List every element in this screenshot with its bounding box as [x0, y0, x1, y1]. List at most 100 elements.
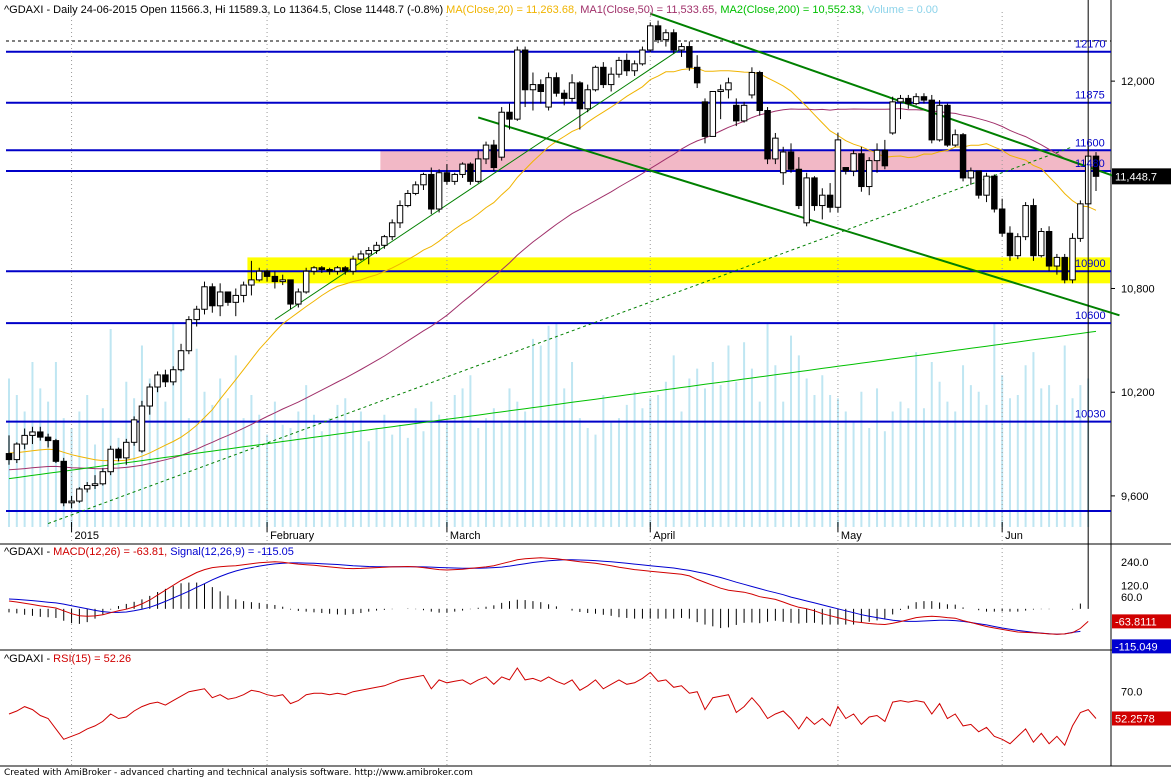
candle	[146, 386, 153, 407]
candle	[404, 192, 412, 207]
candle	[381, 236, 388, 246]
candle	[216, 291, 224, 307]
candle	[647, 25, 654, 51]
candle	[959, 134, 967, 179]
rsi-label: RSI(15) = 52.26	[53, 653, 131, 665]
candle	[873, 149, 881, 162]
candle	[975, 170, 982, 196]
candle	[13, 443, 21, 461]
candle	[169, 369, 177, 383]
footer-credit: Created with AmiBroker - advanced charti…	[4, 768, 473, 778]
rsi-last-label: 52.2578	[1115, 713, 1155, 725]
level-label: 11875	[1075, 90, 1105, 102]
candle	[443, 172, 451, 182]
y-tick-label: 10,200	[1121, 387, 1155, 399]
candle	[107, 448, 114, 473]
candle	[193, 308, 200, 321]
candle	[592, 66, 599, 91]
candle	[201, 286, 208, 310]
candle	[819, 194, 826, 207]
candle	[435, 172, 443, 210]
macd-tick-label: 60.0	[1121, 592, 1142, 604]
candle	[334, 267, 341, 272]
candle	[295, 291, 302, 305]
candle	[826, 194, 834, 208]
level-label: 11600	[1075, 137, 1105, 149]
level-label: 11480	[1075, 158, 1105, 170]
ma50-line	[8, 108, 1097, 471]
level-label: 12170	[1075, 39, 1106, 51]
candle	[920, 96, 928, 101]
candle	[451, 173, 458, 182]
candle	[709, 90, 717, 137]
ma20-line	[8, 67, 1097, 462]
rsi-panel	[8, 667, 1097, 747]
candle	[1077, 203, 1084, 239]
y-tick-label: 9,600	[1121, 491, 1149, 503]
candle	[897, 97, 904, 103]
candle	[302, 270, 310, 293]
candle	[420, 173, 427, 186]
candle	[506, 111, 513, 120]
candle	[889, 101, 896, 134]
candle	[1038, 230, 1045, 257]
candle	[787, 151, 795, 170]
rsi-tick-label: 70.0	[1121, 687, 1142, 699]
macd-last-tag	[1112, 614, 1171, 629]
candle	[600, 66, 607, 86]
macd-line	[8, 557, 1089, 635]
candle	[1092, 155, 1100, 177]
candle	[952, 134, 959, 146]
candle	[779, 151, 787, 174]
y-tick-label: 10,800	[1121, 284, 1155, 296]
candle	[467, 163, 474, 182]
candle	[795, 168, 803, 207]
candle	[310, 267, 318, 272]
x-tick-label: 2015	[75, 530, 99, 542]
candle	[693, 66, 701, 84]
ma200-label: MA2(Close,200) = 10,552.33,	[720, 4, 867, 16]
candle	[318, 267, 326, 271]
candle	[123, 441, 130, 459]
candle	[396, 205, 404, 224]
candle	[76, 488, 83, 502]
resistance-zone	[380, 150, 1110, 171]
candle	[357, 253, 365, 260]
candle	[654, 25, 662, 41]
candle	[560, 92, 568, 99]
candle	[177, 350, 185, 371]
candle	[686, 46, 693, 68]
candle	[607, 73, 615, 86]
y-tick-label: 12,000	[1121, 76, 1155, 88]
candle	[154, 374, 161, 388]
candlesticks	[5, 20, 1100, 508]
candle	[811, 177, 818, 207]
candle	[615, 59, 623, 75]
candle	[263, 270, 271, 277]
ma50-label: MA1(Close,50) = 11,533.65,	[580, 4, 720, 16]
candle	[21, 434, 28, 445]
candle	[1061, 256, 1068, 281]
candle	[5, 453, 13, 461]
candle	[733, 104, 740, 122]
macd-label: MACD(12,26) = -63.81,	[53, 546, 170, 558]
candle	[865, 160, 873, 188]
candle	[37, 431, 44, 438]
candle	[287, 279, 294, 305]
candle	[623, 59, 631, 72]
last-price-label: 11,448.7	[1115, 171, 1157, 183]
candle	[91, 483, 99, 487]
candle	[936, 104, 943, 141]
candle	[631, 63, 638, 72]
candle	[850, 153, 857, 172]
candle	[52, 440, 60, 462]
candle	[68, 500, 75, 504]
level-label: 10030	[1075, 409, 1106, 421]
candle	[905, 97, 912, 105]
candle	[271, 275, 279, 283]
macd-tick-label: 240.0	[1121, 557, 1149, 569]
candle	[545, 77, 552, 108]
candle	[365, 249, 372, 255]
level-label: 10900	[1075, 258, 1106, 270]
